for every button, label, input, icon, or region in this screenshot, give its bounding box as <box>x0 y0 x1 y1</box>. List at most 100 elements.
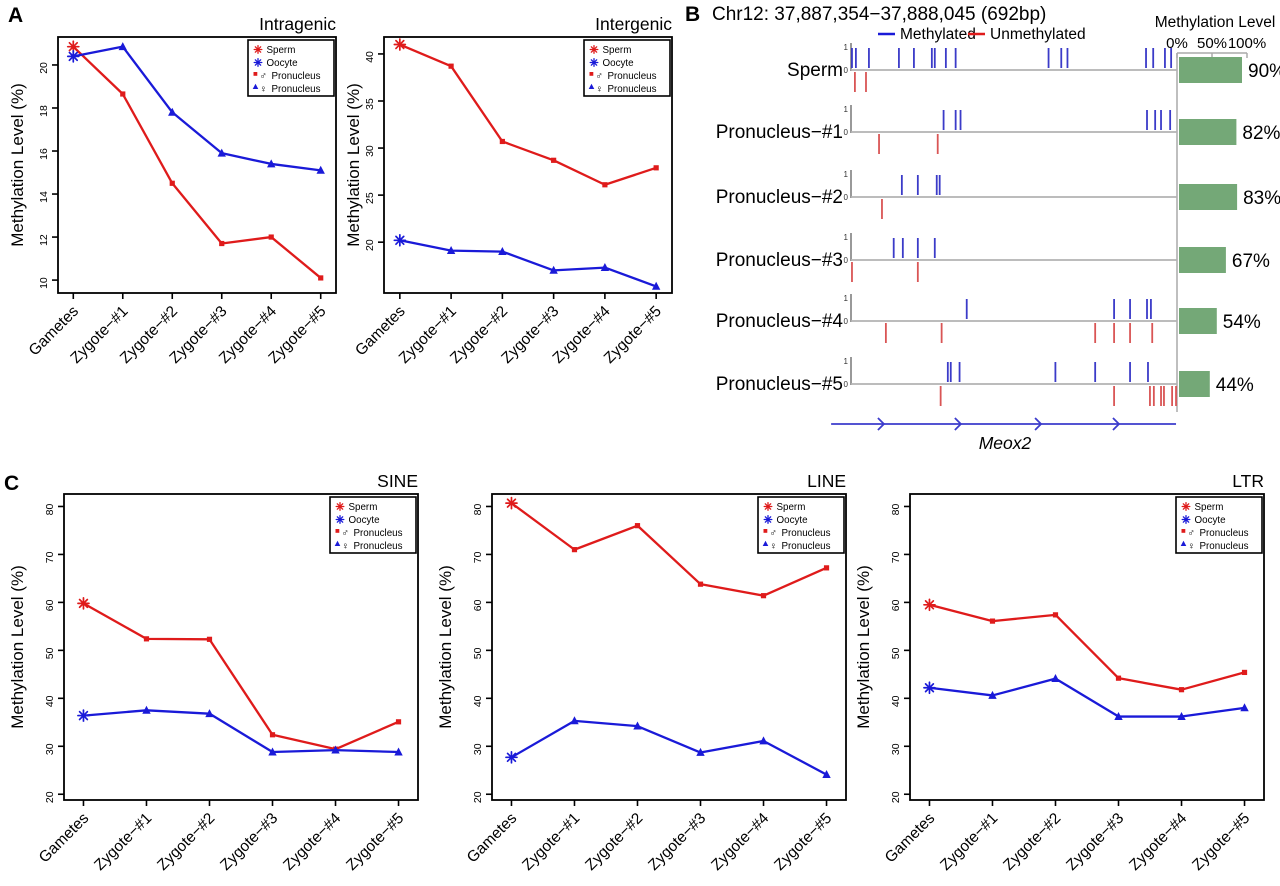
intragenic-line-chart: Intragenic Methylation Level (%) 10 12 14 16 1… <box>8 2 344 467</box>
track-name: Pronucleus−#1 <box>716 122 843 143</box>
square-marker <box>268 234 274 240</box>
methylation-level-bar <box>1179 308 1217 334</box>
scale-tick-label: 0% <box>1166 35 1188 52</box>
y-tick-label: 10 <box>38 277 50 289</box>
chart-title: Intragenic <box>259 14 336 34</box>
square-marker <box>169 180 175 186</box>
legend-label: Pronucleus <box>782 541 831 552</box>
y-tick-label: 80 <box>472 503 484 515</box>
y-tick-label: 40 <box>472 695 484 707</box>
triangle-marker <box>217 148 226 157</box>
triangle-marker <box>498 246 507 255</box>
triangle-marker <box>334 540 341 546</box>
legend-label: Oocyte <box>603 58 635 69</box>
y-tick-label: 30 <box>44 743 56 755</box>
y-tick-label: 25 <box>364 192 376 204</box>
x-tick-label: Zygote−#4 <box>1126 810 1190 874</box>
series-line <box>929 677 1245 718</box>
legend-gender-icon: ♂ <box>770 528 778 539</box>
legend-asterisk-icon <box>763 502 773 511</box>
triangle-marker <box>1177 711 1186 720</box>
intergenic-plot-svg: Intergenic Methylation Level (%) 20 25 30 35 4… <box>344 14 673 367</box>
legend-asterisk-icon <box>1181 502 1191 511</box>
legend-label: Oocyte <box>349 515 381 526</box>
legend-asterisk-icon <box>253 58 263 67</box>
y-tick-label: 12 <box>38 234 50 246</box>
track-row-Pronucleus−#3: Pronucleus−#31 0 67% <box>716 233 1270 282</box>
legend-asterisk-icon <box>335 515 345 524</box>
methylation-percent-label: 83% <box>1243 188 1280 209</box>
track-axis-bottom-label: 0 <box>844 256 849 265</box>
gamete-asterisk-marker <box>505 496 518 510</box>
y-axis-label: Methylation Level (%) <box>436 565 455 728</box>
triangle-marker <box>651 281 661 290</box>
track-name: Pronucleus−#4 <box>716 311 844 332</box>
square-marker <box>653 165 659 171</box>
square-marker <box>143 636 150 642</box>
track-axis-top-label: 1 <box>844 357 849 366</box>
y-tick-label: 50 <box>472 647 484 659</box>
y-tick-label: 50 <box>890 647 902 659</box>
triangle-marker <box>267 159 276 168</box>
x-tick-label: Zygote−#4 <box>280 810 344 874</box>
y-tick-label: 20 <box>364 239 376 251</box>
y-tick-label: 18 <box>38 105 50 117</box>
y-tick-label: 20 <box>890 791 902 803</box>
legend-gender-icon: ♂ <box>342 528 350 539</box>
intragenic-plot-svg: Intragenic Methylation Level (%) 10 12 14 16 1… <box>8 14 337 367</box>
series-line <box>83 709 399 754</box>
square-marker <box>395 719 402 725</box>
legend-gender-icon: ♀ <box>342 541 350 552</box>
square-marker <box>219 240 225 247</box>
track-axis-top-label: 1 <box>844 170 849 179</box>
gamete-asterisk-marker <box>66 50 80 63</box>
legend-label: Sperm <box>1195 502 1224 513</box>
triangle-marker <box>633 721 642 730</box>
series-line <box>82 602 399 751</box>
triangle-marker <box>446 246 456 255</box>
chart-title: LINE <box>807 471 846 491</box>
gamete-asterisk-marker <box>77 709 90 722</box>
legend-asterisk-icon <box>763 515 773 524</box>
y-tick-label: 30 <box>890 743 902 755</box>
y-tick-label: 20 <box>38 62 50 74</box>
legend-label: Sperm <box>777 502 806 513</box>
x-tick-label: Zygote−#1 <box>519 810 583 874</box>
track-axis-top-label: 1 <box>844 294 849 303</box>
ltr-line-chart: LTR Methylation Level (%) 20 30 40 50 60 70 80 Ga… <box>854 468 1278 886</box>
legend-asterisk-icon <box>1181 515 1191 524</box>
legend-gender-icon: ♀ <box>596 84 604 95</box>
methylation-percent-label: 44% <box>1216 375 1254 396</box>
legend-label: Oocyte <box>1195 515 1227 526</box>
triangle-marker <box>1051 674 1060 683</box>
series-line <box>510 502 827 597</box>
triangle-marker <box>762 540 769 546</box>
methylation-percent-label: 90% <box>1248 61 1280 82</box>
meox2-methylation-tracks: Methylated Unmethylated Methylation Level 0… <box>680 0 1280 471</box>
y-tick-label: 80 <box>890 503 902 515</box>
chart-title: SINE <box>377 471 418 491</box>
square-marker <box>1115 675 1122 681</box>
square-marker <box>634 523 641 529</box>
y-tick-label: 70 <box>890 551 902 563</box>
track-axis-top-label: 1 <box>844 43 849 52</box>
legend-gender-icon: ♀ <box>260 84 268 95</box>
gamete-asterisk-marker <box>505 750 518 764</box>
legend-label: Sperm <box>267 45 296 56</box>
gamete-asterisk-marker <box>923 598 936 612</box>
legend-gender-icon: ♂ <box>596 71 604 82</box>
triangle-marker <box>549 265 558 274</box>
legend-gender-icon: ♂ <box>1188 528 1196 539</box>
b-tracks-svg: Methylated Unmethylated Methylation Level 0… <box>716 14 1280 453</box>
x-tick-label: Zygote−#2 <box>154 810 218 874</box>
triangle-marker <box>1240 703 1249 712</box>
track-axis-bottom-label: 0 <box>844 380 849 389</box>
track-row-Pronucleus−#5: Pronucleus−#51 0 44% <box>716 357 1254 406</box>
triangle-marker <box>331 745 340 754</box>
square-marker <box>1178 687 1185 693</box>
methylated-legend-label: Methylated <box>900 26 976 43</box>
scale-tick-label: 100% <box>1228 35 1266 52</box>
legend-square-icon <box>335 529 340 533</box>
gamete-asterisk-marker <box>923 681 936 695</box>
legend-label: Pronucleus <box>272 84 321 95</box>
